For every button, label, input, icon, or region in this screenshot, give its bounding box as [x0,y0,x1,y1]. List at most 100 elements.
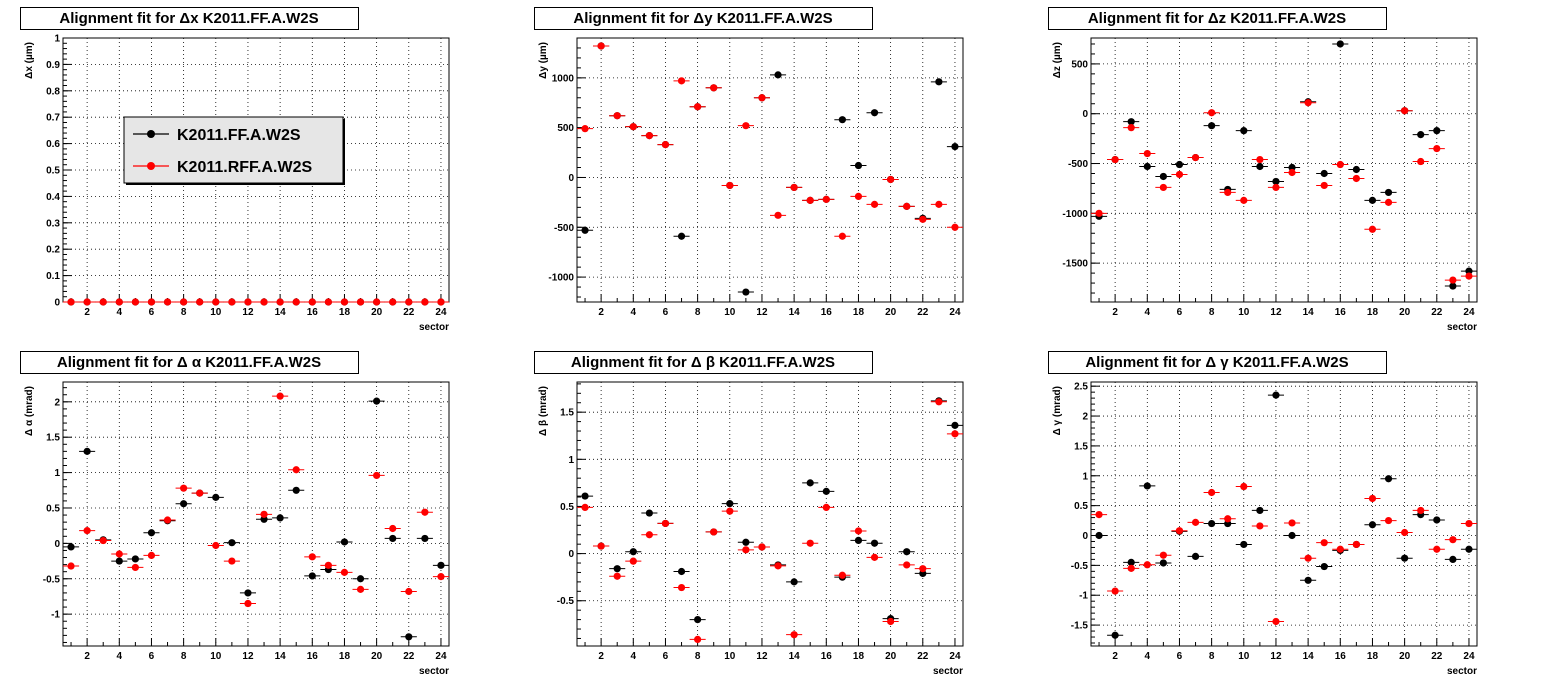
chart-panel-6: 2 4 6 8 10 12 14 16 18 20 22 24-1.5-1-0.500.511.522… [1048,351,1478,677]
data-point [67,543,75,551]
x-tick-label: 4 [117,651,123,662]
x-tick-label: 14 [789,307,801,318]
data-point [373,471,381,480]
data-point [147,529,156,537]
x-tick-label: 8 [695,651,701,662]
series-2 [577,398,963,644]
data-point [774,71,782,79]
x-tick-label: 24 [949,307,961,318]
data-point [1320,562,1328,571]
chart-title-box [534,7,873,30]
x-axis-label: sector [419,322,449,333]
y-tick-label: 0 [1082,531,1088,542]
x-tick-label: 18 [853,307,865,318]
data-point [308,298,316,306]
plot-frame [576,381,964,647]
data-point [710,528,718,536]
y-tick-label: 0.8 [46,86,60,97]
data-point [1320,181,1328,190]
x-tick-label: 10 [210,651,222,662]
data-point [1191,153,1200,162]
x-tick-label: 8 [181,651,187,662]
y-tick-label: 1 [54,34,60,45]
data-point [870,553,879,561]
data-point [1127,564,1135,572]
data-point [581,125,589,133]
data-point [115,298,123,306]
data-point [340,568,349,576]
x-tick-label: 10 [724,651,736,662]
data-point [919,565,927,573]
data-point [292,466,300,474]
x-tick-label: 14 [1303,307,1315,318]
data-point [629,548,637,556]
data-point [758,543,766,551]
data-point [1320,169,1328,178]
data-point [1208,122,1216,130]
x-axis-label: sector [1447,666,1477,677]
data-point [356,298,365,306]
data-point [1240,196,1248,204]
data-point [373,397,381,405]
data-point [1127,558,1135,566]
data-point [340,538,349,546]
data-point [1224,515,1232,523]
x-tick-label: 4 [1145,307,1151,318]
data-point [710,84,718,92]
data-point [180,500,188,508]
y-tick-label: 1.5 [1074,441,1088,452]
data-point [1384,475,1393,483]
data-point [1368,196,1377,204]
x-tick-label: 18 [339,651,351,662]
data-point [870,539,879,547]
data-point [1288,168,1296,177]
data-point [163,516,172,524]
data-point [308,572,316,580]
data-point [613,565,621,573]
plot-frame [576,37,964,303]
data-point [180,484,188,492]
data-point [196,489,204,497]
data-point [1256,162,1264,171]
data-point [581,503,589,511]
chart-title-box [1048,7,1387,30]
x-tick-label: 6 [663,307,669,318]
data-point [1191,552,1200,561]
x-tick-label: 6 [663,651,669,662]
data-point [758,94,766,102]
y-axis-label: Δy (µm) [538,42,549,79]
legend-label: K2011.RFF.A.W2S [177,159,312,176]
data-point [163,298,172,306]
data-point [1336,545,1344,553]
data-point [1288,519,1296,527]
data-point [292,486,300,494]
y-tick-label: 1000 [552,73,575,84]
chart-title: Alignment fit for Δx K2011.FF.A.W2S [59,10,318,27]
data-point [1191,518,1200,526]
x-tick-label: 10 [210,307,222,318]
data-point [629,557,637,565]
data-point [1159,551,1167,559]
x-tick-label: 12 [756,651,768,662]
legend-marker [147,162,155,170]
data-point [1417,131,1425,139]
x-tick-label: 24 [1463,651,1475,662]
chart-title: Alignment fit for Δ β K2011.FF.A.W2S [571,354,835,371]
data-point [887,175,895,184]
data-point [919,215,927,223]
data-point [115,550,123,558]
data-point [1368,494,1377,503]
data-point [1465,545,1473,553]
data-point [83,447,91,455]
data-point [1449,555,1457,563]
data-point [951,430,959,438]
series-2 [1091,99,1477,284]
data-point [1256,155,1264,164]
data-point [421,508,429,516]
data-point [356,585,365,593]
data-point [389,534,397,543]
data-point [613,572,621,580]
data-point [340,298,349,306]
x-axis-label: sector [1447,322,1477,333]
x-tick-label: 18 [853,651,865,662]
